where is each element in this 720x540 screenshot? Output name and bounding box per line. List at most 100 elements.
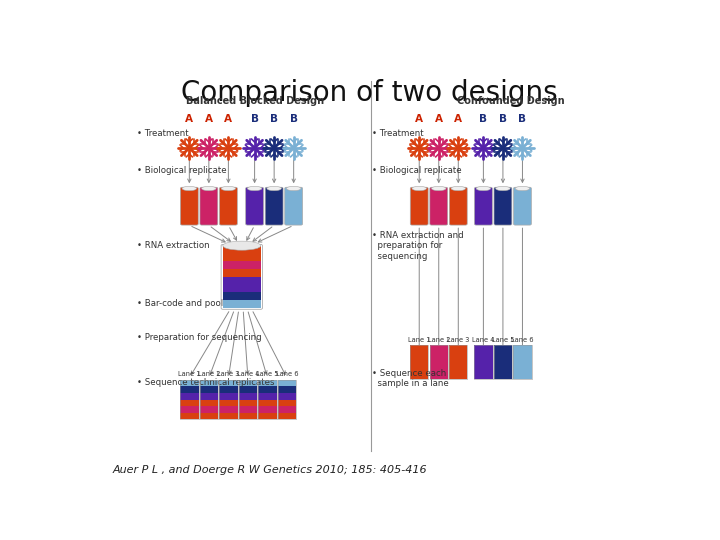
Bar: [474, 354, 492, 362]
FancyBboxPatch shape: [410, 187, 428, 225]
Text: Lane 6: Lane 6: [511, 336, 534, 342]
FancyBboxPatch shape: [513, 187, 531, 225]
Ellipse shape: [431, 186, 446, 191]
Text: Lane 3: Lane 3: [447, 336, 469, 342]
Bar: [278, 380, 296, 419]
Bar: [222, 277, 261, 285]
Bar: [258, 406, 276, 413]
Bar: [449, 354, 467, 362]
Text: Lane 3: Lane 3: [217, 370, 240, 377]
Text: • Biological replicate: • Biological replicate: [138, 166, 227, 176]
Bar: [239, 380, 257, 386]
Text: Lane 2: Lane 2: [428, 336, 450, 342]
FancyBboxPatch shape: [220, 187, 238, 225]
Bar: [239, 406, 257, 413]
Bar: [239, 386, 257, 393]
Ellipse shape: [287, 186, 301, 191]
Text: Lane 5: Lane 5: [492, 336, 514, 342]
Bar: [278, 406, 296, 413]
Bar: [222, 285, 261, 293]
Bar: [494, 345, 512, 379]
Text: B: B: [289, 114, 297, 124]
Text: A: A: [415, 114, 423, 124]
Bar: [239, 413, 257, 419]
Text: Lane 4: Lane 4: [237, 370, 259, 377]
Bar: [474, 362, 492, 370]
Bar: [410, 345, 428, 379]
Bar: [449, 345, 467, 354]
FancyBboxPatch shape: [449, 187, 467, 225]
Ellipse shape: [182, 186, 197, 191]
Bar: [199, 400, 218, 406]
Text: B: B: [270, 114, 278, 124]
Bar: [258, 400, 276, 406]
Text: Confounded Design: Confounded Design: [457, 96, 565, 106]
Bar: [474, 370, 492, 379]
Text: • Biological replicate: • Biological replicate: [372, 166, 462, 176]
Bar: [199, 393, 218, 400]
Ellipse shape: [495, 186, 510, 191]
Bar: [430, 362, 448, 370]
Bar: [180, 400, 199, 406]
Bar: [180, 386, 199, 393]
Bar: [239, 400, 257, 406]
Bar: [219, 393, 238, 400]
Text: Auer P L , and Doerge R W Genetics 2010; 185: 405-416: Auer P L , and Doerge R W Genetics 2010;…: [112, 465, 427, 475]
Bar: [180, 413, 199, 419]
Ellipse shape: [516, 186, 530, 191]
Bar: [199, 380, 218, 386]
Text: A: A: [454, 114, 462, 124]
Text: B: B: [480, 114, 487, 124]
Bar: [258, 380, 276, 419]
Bar: [199, 386, 218, 393]
Bar: [278, 393, 296, 400]
Bar: [494, 362, 512, 370]
Bar: [474, 345, 492, 379]
Bar: [430, 345, 448, 379]
Text: • RNA extraction and
  preparation for
  sequencing: • RNA extraction and preparation for seq…: [372, 231, 464, 261]
Bar: [199, 406, 218, 413]
Bar: [258, 386, 276, 393]
Bar: [410, 354, 428, 362]
Bar: [494, 345, 512, 354]
Text: Lane 2: Lane 2: [197, 370, 220, 377]
Bar: [180, 380, 199, 386]
Bar: [199, 380, 218, 419]
Bar: [513, 345, 531, 354]
Text: • Treatment: • Treatment: [138, 129, 189, 138]
Bar: [258, 393, 276, 400]
FancyBboxPatch shape: [265, 187, 283, 225]
Bar: [239, 380, 257, 419]
Ellipse shape: [202, 186, 216, 191]
Bar: [222, 246, 261, 253]
Bar: [449, 362, 467, 370]
Ellipse shape: [476, 186, 490, 191]
Bar: [410, 362, 428, 370]
FancyBboxPatch shape: [284, 187, 302, 225]
FancyBboxPatch shape: [246, 187, 264, 225]
Text: A: A: [185, 114, 194, 124]
Bar: [513, 345, 531, 379]
Bar: [430, 370, 448, 379]
Ellipse shape: [451, 186, 466, 191]
Bar: [219, 400, 238, 406]
Text: Lane 1: Lane 1: [408, 336, 431, 342]
FancyBboxPatch shape: [430, 187, 448, 225]
Bar: [219, 386, 238, 393]
FancyBboxPatch shape: [200, 187, 217, 225]
FancyBboxPatch shape: [494, 187, 512, 225]
Text: A: A: [225, 114, 233, 124]
Bar: [278, 386, 296, 393]
Text: B: B: [518, 114, 526, 124]
Bar: [258, 413, 276, 419]
Text: • Sequence each
  sample in a lane: • Sequence each sample in a lane: [372, 369, 449, 388]
Bar: [222, 300, 261, 308]
Bar: [180, 406, 199, 413]
Text: B: B: [499, 114, 507, 124]
Bar: [513, 370, 531, 379]
Text: Lane 5: Lane 5: [256, 370, 279, 377]
Text: Balanced Blocked Design: Balanced Blocked Design: [186, 96, 324, 106]
Bar: [180, 393, 199, 400]
Bar: [410, 370, 428, 379]
Text: B: B: [251, 114, 258, 124]
